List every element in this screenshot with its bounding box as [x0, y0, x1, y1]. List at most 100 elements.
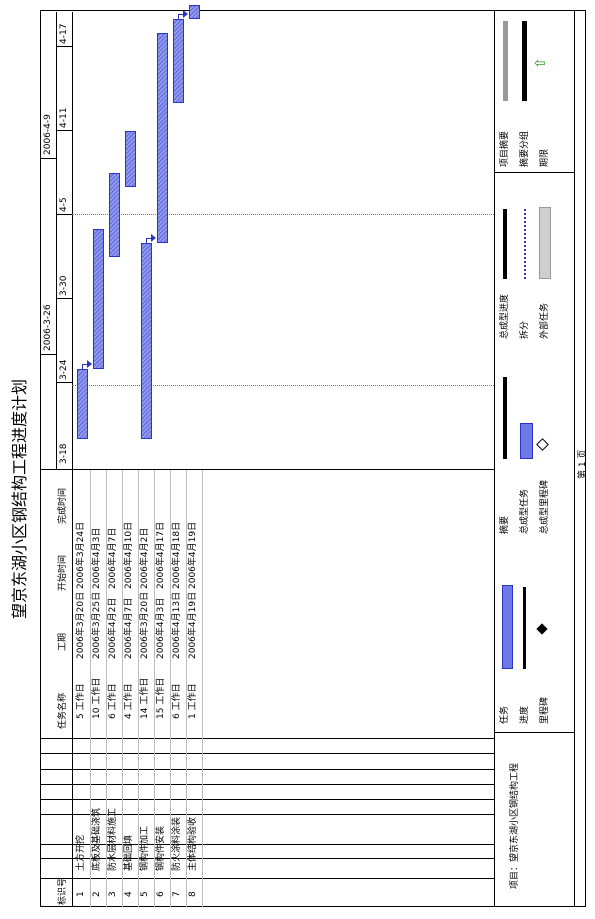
table-row-duration: 10 工作日: [92, 677, 102, 719]
gantt-bar: [93, 229, 104, 369]
table-row-duration: 14 工作日: [140, 677, 150, 719]
table-row-line: [170, 470, 171, 907]
table-row-duration: 15 工作日: [156, 677, 166, 719]
legend-group-summary-swatch: [522, 21, 527, 101]
dependency-arrow: [183, 10, 188, 18]
table-row-line: [90, 470, 91, 907]
legend-rolled-progress-label: 总成型进度: [500, 293, 510, 339]
table-row-line: [186, 470, 187, 907]
timescale-day-divider: [56, 130, 72, 131]
table-row-line: [122, 470, 123, 907]
header-id: 标识号: [58, 877, 68, 905]
table-row-id: 2: [92, 891, 102, 897]
table-row-start: 2006年4月19日: [188, 591, 198, 659]
table-row-id: 5: [140, 891, 150, 897]
table-row-name: 主体结构验收: [188, 816, 198, 871]
header-finish: 完成时间: [58, 487, 68, 524]
table-row-name: 钢构件安装: [156, 825, 166, 871]
timescale-day-label: 3-24: [59, 359, 69, 380]
gantt-bar: [77, 369, 88, 439]
timescale-day-label: 4-11: [59, 107, 69, 128]
header-name: 任务名称: [58, 692, 68, 729]
gantt-bar: [141, 243, 152, 439]
legend-project-summary-label: 项目摘要: [500, 130, 510, 167]
table-row-name: 土方开挖: [76, 834, 86, 871]
col-divider: [40, 769, 494, 770]
col-divider: [40, 799, 494, 800]
deadline-arrow-icon: ⇧: [533, 57, 549, 69]
footer-divider: [494, 732, 574, 733]
header-duration: 工期: [58, 632, 68, 651]
timescale-week-label: 2006-3-26: [43, 304, 53, 351]
timescale-day-label: 3-18: [59, 443, 69, 464]
table-row-start: 2006年3月20日: [140, 591, 150, 659]
table-row-name: 底板及基础浇筑: [92, 807, 102, 871]
legend-rolled-task-label: 总成型任务: [520, 488, 530, 534]
table-row-start: 2006年4月2日: [108, 597, 118, 659]
gantt-bar: [189, 5, 200, 19]
dependency-arrow: [151, 234, 156, 242]
legend-external-swatch: [539, 207, 551, 279]
timescale-week-divider: [40, 158, 56, 159]
page-number: 第 1 页: [578, 449, 588, 479]
legend-project-summary-swatch: [503, 21, 508, 101]
legend-task-label: 任务: [500, 705, 510, 724]
timescale-day-label: 3-30: [59, 275, 69, 296]
legend-summary-label: 摘要: [500, 515, 510, 534]
table-row-duration: 5 工作日: [76, 683, 86, 719]
table-row-finish: 2006年3月24日: [76, 521, 86, 589]
legend-split-label: 拆分: [520, 320, 530, 339]
table-row-id: 8: [188, 891, 198, 897]
timescale-day-divider: [56, 298, 72, 299]
table-row-name: 防火涂料涂装: [172, 816, 182, 871]
gantt-gridline: [72, 385, 494, 386]
legend-rolled-task-swatch: [520, 423, 533, 459]
gantt-bar: [125, 131, 136, 187]
legend-rolled-milestone-label: 总成型里程碑: [540, 479, 550, 534]
footer-top-line: [494, 11, 495, 907]
table-row-line: [154, 470, 155, 907]
table-gantt-divider: [40, 469, 494, 470]
table-row-finish: 2006年4月7日: [108, 527, 118, 589]
table-row-name: 防水层材料施工: [108, 807, 118, 871]
timescale-day-label: 4-17: [59, 23, 69, 44]
legend-progress-label: 进度: [520, 705, 530, 724]
table-row-duration: 6 工作日: [172, 683, 182, 719]
table-row-id: 3: [108, 891, 118, 897]
legend-rolled-progress-swatch: [503, 209, 507, 279]
table-row-start: 2006年4月13日: [172, 591, 182, 659]
table-row-finish: 2006年4月19日: [188, 521, 198, 589]
gantt-bar: [109, 173, 120, 257]
table-row-duration: 1 工作日: [188, 683, 198, 719]
gantt-bar: [157, 33, 168, 243]
footer-divider-2: [494, 172, 574, 173]
header-row-line: [72, 470, 73, 907]
timescale-week-divider: [40, 354, 56, 355]
col-divider: [40, 784, 494, 785]
project-label: 项目：望京东湖小区钢结构工程: [510, 762, 520, 889]
table-row-finish: 2006年4月2日: [140, 527, 150, 589]
legend-progress-swatch: [523, 587, 526, 669]
gantt-bar: [173, 19, 184, 103]
table-row-finish: 2006年4月18日: [172, 521, 182, 589]
table-row-name: 钢构件加工: [140, 825, 150, 871]
col-divider: [40, 753, 494, 754]
dependency-arrow: [87, 360, 92, 368]
table-row-name: 基础回填: [124, 834, 134, 871]
table-row-id: 4: [124, 891, 134, 897]
footer-bottom-line: [574, 11, 575, 907]
legend-task-swatch: [502, 585, 513, 669]
gantt-gridline: [72, 214, 494, 215]
table-row-finish: 2006年4月17日: [156, 521, 166, 589]
table-row-start: 2006年3月25日: [92, 591, 102, 659]
timescale-day-divider: [56, 214, 72, 215]
legend-summary-swatch: [503, 377, 507, 459]
table-row-finish: 2006年4月10日: [124, 521, 134, 589]
table-row-start: 2006年3月20日: [76, 591, 86, 659]
legend-deadline-label: 期限: [540, 148, 550, 167]
table-row-line: [138, 470, 139, 907]
timescale-day-divider: [56, 46, 72, 47]
timescale-day-label: 4-5: [59, 197, 69, 212]
legend-milestone-label: 里程碑: [540, 696, 550, 724]
